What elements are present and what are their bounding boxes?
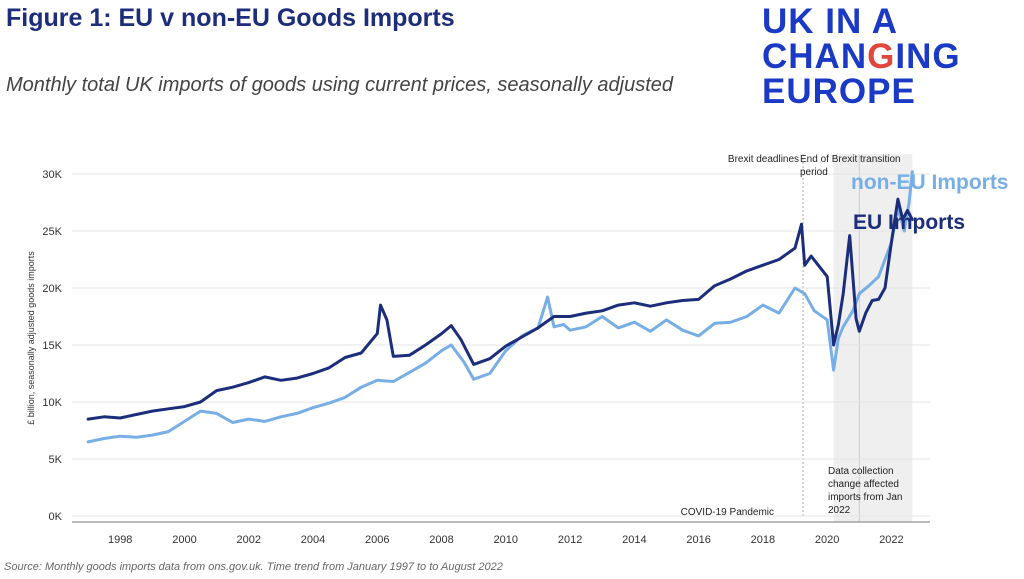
x-tick-label: 2020 <box>815 534 839 546</box>
annotation-end-of-transition: period <box>800 167 828 178</box>
legend-eu-imports: EU Imports <box>853 211 965 234</box>
x-tick-label: 2010 <box>494 534 518 546</box>
y-tick-label: 5K <box>49 454 63 466</box>
x-tick-label: 2000 <box>172 534 196 546</box>
annotation-data-collection: Data collection <box>828 466 894 477</box>
x-tick-label: 2002 <box>236 534 260 546</box>
x-tick-label: 2012 <box>558 534 582 546</box>
uk-in-a-changing-europe-logo: UK IN A CHANGING EUROPE <box>762 4 961 109</box>
series-eu-imports <box>86 197 914 421</box>
x-tick-label: 2014 <box>622 534 646 546</box>
annotation-end-of-transition: End of Brexit transition <box>800 154 901 165</box>
x-tick-label: 2004 <box>301 534 325 546</box>
x-tick-label: 2006 <box>365 534 389 546</box>
y-tick-label: 10K <box>42 397 62 409</box>
annotation-data-collection: change affected <box>828 479 899 490</box>
y-tick-label: 15K <box>42 340 62 352</box>
logo-line-1: UK IN A <box>762 2 898 41</box>
annotation-data-collection: imports from Jan <box>828 492 902 503</box>
logo-line-2: CHANGING <box>762 37 961 76</box>
annotation-data-collection: 2022 <box>828 505 851 516</box>
x-tick-label: 1998 <box>108 534 132 546</box>
y-tick-label: 20K <box>42 283 62 295</box>
logo-line-3: EUROPE <box>762 72 916 111</box>
y-tick-label: 30K <box>42 169 62 181</box>
source-note: Source: Monthly goods imports data from … <box>4 561 503 573</box>
series-non-eu-imports <box>86 170 914 444</box>
chart-subtitle: Monthly total UK imports of goods using … <box>6 74 674 96</box>
x-tick-label: 2008 <box>429 534 453 546</box>
x-tick-label: 2018 <box>751 534 775 546</box>
x-tick-label: 2016 <box>686 534 710 546</box>
y-axis-label: £ billion, seasonally adjusted goods imp… <box>26 251 36 425</box>
annotation-brexit-deadlines: Brexit deadlines <box>728 154 799 165</box>
legend-non-eu-imports: non-EU Imports <box>851 171 1009 194</box>
figure-title: Figure 1: EU v non-EU Goods Imports <box>6 4 455 32</box>
y-tick-label: 25K <box>42 226 62 238</box>
x-tick-label: 2022 <box>879 534 903 546</box>
annotation-covid: COVID-19 Pandemic <box>681 507 774 518</box>
y-tick-label: 0K <box>49 511 63 523</box>
